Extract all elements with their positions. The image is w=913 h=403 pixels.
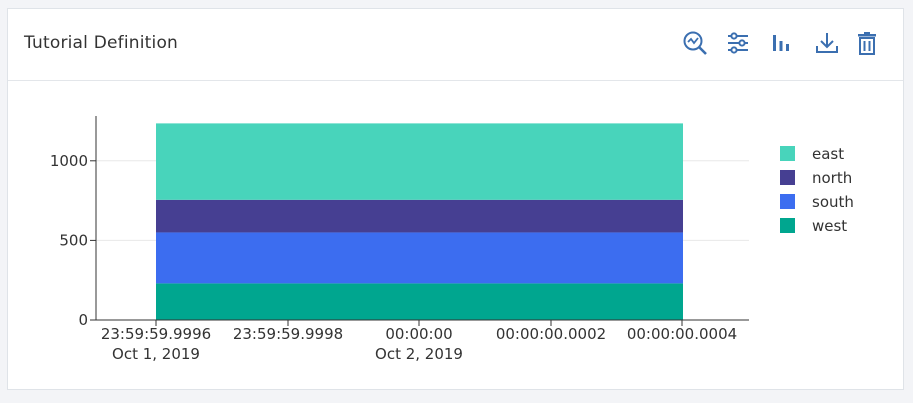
zoom-button[interactable]	[681, 29, 709, 57]
legend-swatch	[780, 218, 795, 233]
legend-item-south: south	[780, 193, 854, 211]
legend-label: north	[812, 169, 852, 187]
settings-button[interactable]	[724, 29, 752, 57]
legend-swatch	[780, 194, 795, 209]
settings-sliders-icon	[728, 32, 748, 54]
legend-label: west	[812, 217, 847, 235]
bar-segment-north	[156, 199, 683, 233]
delete-button[interactable]	[853, 29, 881, 57]
legend-swatch	[780, 146, 795, 161]
y-tick-label: 1000	[50, 152, 88, 170]
bar-segment-east	[156, 123, 683, 200]
chart-area: 0 500 1000 23:59:59.9996 Oct 1, 2019 23:59:59…	[8, 81, 903, 389]
trash-icon	[858, 32, 876, 55]
y-tick-label: 500	[59, 231, 88, 249]
card-header: Tutorial Definition	[8, 9, 903, 81]
x-tick-date-label: Oct 1, 2019	[112, 345, 200, 363]
download-button[interactable]	[813, 29, 841, 57]
x-tick-label: 00:00:00	[385, 325, 452, 343]
x-tick-date-label: Oct 2, 2019	[375, 345, 463, 363]
x-tick-label: 00:00:00.0004	[627, 325, 737, 343]
chart-type-button[interactable]	[767, 29, 795, 57]
y-tick-label: 0	[78, 311, 88, 329]
zoom-chart-icon	[683, 31, 707, 55]
bar-segment-south	[156, 232, 683, 284]
legend-item-north: north	[780, 169, 852, 187]
bar-chart-icon	[773, 35, 789, 51]
legend-item-west: west	[780, 217, 847, 235]
legend-label: south	[812, 193, 854, 211]
x-tick-label: 00:00:00.0002	[496, 325, 606, 343]
chart-card: Tutorial Definition	[7, 8, 904, 390]
card-title: Tutorial Definition	[24, 33, 179, 53]
x-tick-label: 23:59:59.9996	[101, 325, 211, 343]
stacked-bar-chart: 0 500 1000 23:59:59.9996 Oct 1, 2019 23:59:59…	[50, 116, 854, 363]
download-icon	[816, 33, 838, 53]
x-tick-label: 23:59:59.9998	[233, 325, 343, 343]
legend-swatch	[780, 170, 795, 185]
legend-label: east	[812, 145, 844, 163]
bar-segment-west	[156, 283, 683, 320]
legend-item-east: east	[780, 145, 844, 163]
